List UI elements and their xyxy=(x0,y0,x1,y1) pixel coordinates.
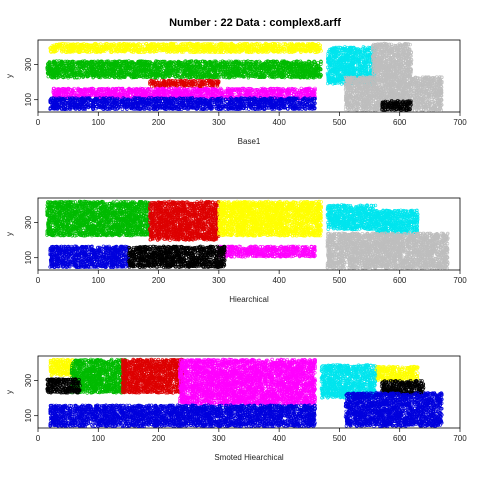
data-point xyxy=(105,42,109,46)
panel-1-series-red xyxy=(148,78,221,89)
panel-1-y-tick-label: 300 xyxy=(24,57,33,71)
panel-1-x-tick-label: 500 xyxy=(333,118,347,127)
panel-1-x-tick-label: 0 xyxy=(36,118,41,127)
panel-1-x-tick-label: 600 xyxy=(393,118,407,127)
panel-1-x-tick-label: 700 xyxy=(453,118,467,127)
panel-1-xlabel: Base1 xyxy=(238,137,261,146)
panel-1-series-green xyxy=(45,59,323,80)
panel-1-x-tick-label: 300 xyxy=(212,118,226,127)
panel-1-x-tick-label: 400 xyxy=(272,118,286,127)
data-point xyxy=(189,50,193,54)
data-point xyxy=(98,42,103,46)
panel-1-y-tick-label: 100 xyxy=(24,92,33,106)
panel-1-series-yellow xyxy=(48,41,323,54)
panel-1-x-tick-label: 200 xyxy=(152,118,166,127)
panel-1-x-tick-label: 100 xyxy=(92,118,106,127)
panel-1-ylabel: y xyxy=(5,74,14,78)
panel-1: Base1 y 0 100 200 300 400 500 600 700 100 300 xyxy=(5,39,467,146)
panel-1-plot-area xyxy=(37,39,461,113)
data-point xyxy=(141,42,145,46)
figure-title: Number : 22 Data : complex8.arff xyxy=(169,17,341,29)
